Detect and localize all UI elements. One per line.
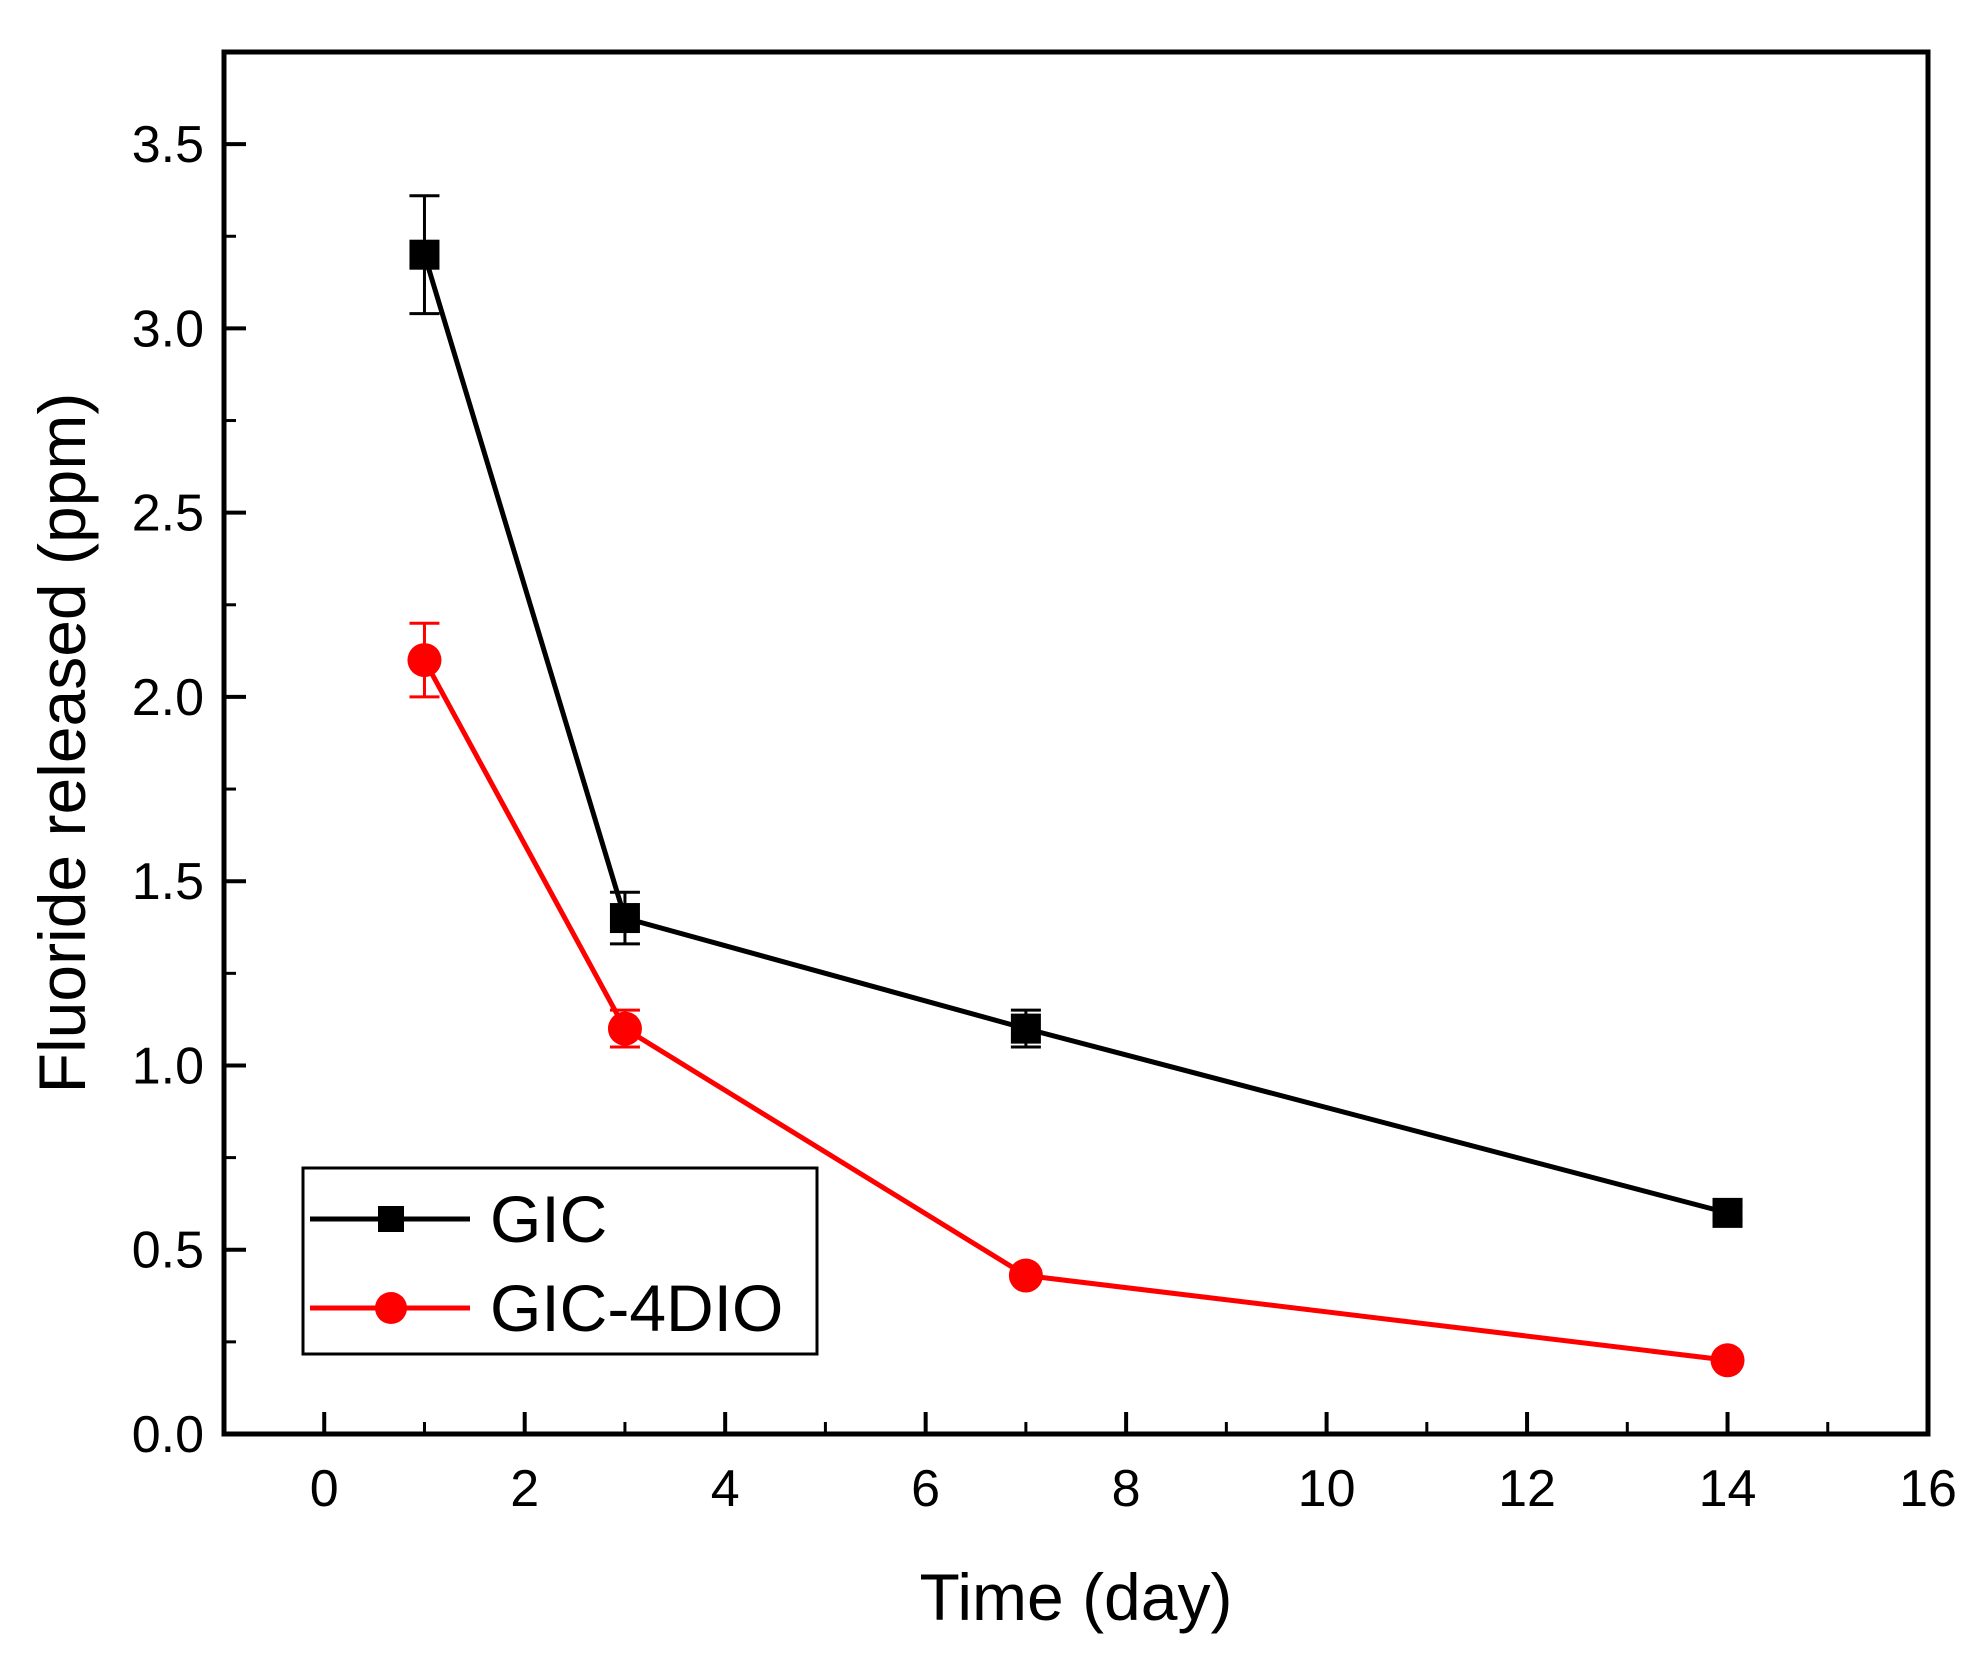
y-tick-label: 0.0: [132, 1406, 204, 1464]
legend-label-gic-4dio: GIC-4DIO: [490, 1271, 783, 1345]
data-point-gic: [409, 239, 440, 270]
legend: GIC GIC-4DIO: [301, 1166, 819, 1356]
legend-marker-gic: [378, 1206, 404, 1232]
series-line-gic-4dio: [422, 658, 1728, 1363]
data-point-gic: [609, 903, 640, 934]
ticks-layer: 0 2 4 6 8 10 12 14 16 0.0 0.5 1.0 1.5 2.0 2.5 3.0 3.5: [132, 116, 1957, 1518]
y-tick-label: 2.0: [132, 669, 204, 727]
data-point-gic-4dio: [607, 1011, 642, 1046]
x-tick-label: 10: [1298, 1460, 1356, 1518]
y-tick-label: 1.5: [132, 853, 204, 911]
x-axis-title: Time (day): [920, 1560, 1233, 1634]
series-layer: [407, 194, 1745, 1378]
data-point-gic-4dio: [407, 643, 442, 678]
y-tick-label: 2.5: [132, 485, 204, 543]
y-tick-label: 3.5: [132, 116, 204, 174]
x-tick-label: 6: [911, 1460, 940, 1518]
x-tick-label: 0: [310, 1460, 339, 1518]
plot-frame: [221, 49, 1931, 1437]
x-tick-label: 14: [1699, 1460, 1757, 1518]
y-axis-title: Fluoride released (ppm): [25, 393, 99, 1094]
x-tick-label: 12: [1498, 1460, 1556, 1518]
data-point-gic-4dio: [1008, 1258, 1043, 1293]
data-point-gic: [1010, 1013, 1041, 1044]
legend-item-gic: GIC: [310, 1182, 607, 1256]
series-line-gic: [422, 253, 1729, 1216]
y-tick-label: 3.0: [132, 300, 204, 358]
x-tick-label: 8: [1112, 1460, 1141, 1518]
y-tick-label: 0.5: [132, 1222, 204, 1280]
data-point-gic: [1712, 1197, 1743, 1228]
legend-item-gic-4dio: GIC-4DIO: [310, 1271, 783, 1345]
data-point-gic-4dio: [1710, 1343, 1745, 1378]
legend-marker-gic-4dio: [375, 1292, 407, 1324]
x-tick-label: 16: [1899, 1460, 1957, 1518]
x-tick-label: 2: [510, 1460, 539, 1518]
legend-label-gic: GIC: [490, 1182, 607, 1256]
x-tick-label: 4: [711, 1460, 740, 1518]
y-tick-label: 1.0: [132, 1037, 204, 1095]
